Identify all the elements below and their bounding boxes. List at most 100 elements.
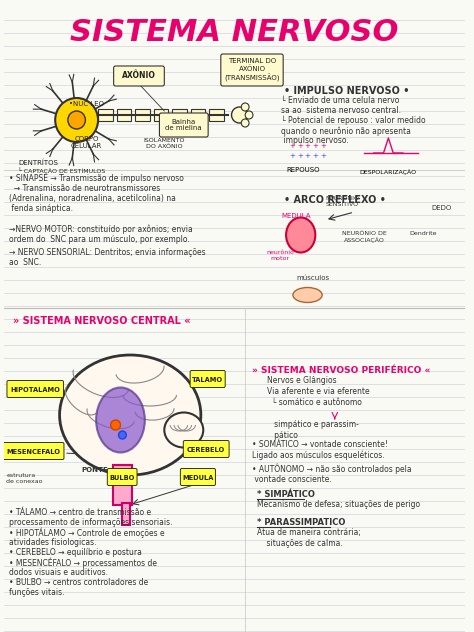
Text: (Adrenalina, noradrenalina, acetilcolina) na: (Adrenalina, noradrenalina, acetilcolina…	[9, 194, 176, 203]
FancyBboxPatch shape	[2, 442, 64, 459]
Text: +: +	[312, 143, 318, 149]
Text: neurônio
motor: neurônio motor	[266, 250, 294, 261]
Text: Atua de maneira contrária;: Atua de maneira contrária;	[257, 528, 361, 537]
Text: • IMPULSO NERVOSO •: • IMPULSO NERVOSO •	[284, 86, 410, 96]
Ellipse shape	[286, 217, 315, 253]
FancyBboxPatch shape	[7, 380, 64, 398]
Text: pático: pático	[266, 431, 298, 440]
Text: +: +	[320, 153, 326, 159]
Text: DEDO: DEDO	[432, 205, 452, 211]
Text: situações de calma.: situações de calma.	[257, 539, 343, 548]
Bar	[117, 109, 131, 121]
Circle shape	[111, 420, 120, 430]
Text: BULBO: BULBO	[109, 475, 135, 481]
Text: NEURÔNIO
SENSITIVO: NEURÔNIO SENSITIVO	[326, 196, 360, 207]
Text: +: +	[305, 153, 310, 159]
Text: +: +	[297, 153, 303, 159]
Text: +: +	[305, 143, 310, 149]
Text: NEURÔNIO DE
ASSOCIAÇÃO: NEURÔNIO DE ASSOCIAÇÃO	[342, 231, 386, 243]
Text: sa ao  sistema nervoso central.: sa ao sistema nervoso central.	[281, 106, 401, 115]
Text: REPOUSO: REPOUSO	[286, 167, 319, 173]
Text: atividades fisiologicas.: atividades fisiologicas.	[9, 538, 97, 547]
Ellipse shape	[96, 387, 145, 453]
Text: Ligado aos músculos esqueléticos.: Ligado aos músculos esqueléticos.	[252, 451, 384, 461]
Circle shape	[245, 111, 253, 119]
FancyBboxPatch shape	[221, 54, 283, 86]
Text: • ARCO REFLEXO •: • ARCO REFLEXO •	[284, 195, 386, 205]
Text: Mecanismo de defesa; situações de perigo: Mecanismo de defesa; situações de perigo	[257, 500, 420, 509]
Text: simpático e parassim-: simpático e parassim-	[266, 420, 358, 429]
Text: HIPOTALAMO: HIPOTALAMO	[10, 387, 60, 393]
Text: Bainha
de mielina: Bainha de mielina	[165, 119, 202, 131]
Circle shape	[118, 431, 126, 439]
Bar	[135, 109, 150, 121]
Text: Via aferente e via eferente: Via aferente e via eferente	[266, 387, 369, 396]
Text: • HIPOTÁLAMO → Controle de emoções e: • HIPOTÁLAMO → Controle de emoções e	[9, 528, 165, 538]
FancyBboxPatch shape	[159, 113, 208, 137]
Text: └ Potencial de repouso : valor medido: └ Potencial de repouso : valor medido	[281, 116, 426, 125]
Ellipse shape	[60, 355, 201, 475]
Text: » SISTEMA NERVOSO PERIFÉRICO «: » SISTEMA NERVOSO PERIFÉRICO «	[252, 366, 430, 375]
Text: MESENCEFALO: MESENCEFALO	[6, 449, 60, 455]
Text: * PARASSIMPATICO: * PARASSIMPATICO	[257, 518, 345, 527]
Text: • CEREBELO → equilíbrio e postura: • CEREBELO → equilíbrio e postura	[9, 548, 142, 557]
Ellipse shape	[293, 288, 322, 303]
Text: TALAMO: TALAMO	[192, 377, 223, 383]
FancyBboxPatch shape	[183, 441, 229, 458]
Text: → Transmissão de neurotransmissores: → Transmissão de neurotransmissores	[9, 184, 161, 193]
FancyBboxPatch shape	[107, 468, 137, 485]
Text: • BULBO → centros controladores de: • BULBO → centros controladores de	[9, 578, 149, 587]
Text: Dendrite: Dendrite	[410, 231, 437, 236]
Text: CEREBELO: CEREBELO	[187, 447, 225, 453]
Text: • MESENCÉFALO → processamentos de: • MESENCÉFALO → processamentos de	[9, 558, 157, 569]
Text: ordem do  SNC para um músculo, por exemplo.: ordem do SNC para um músculo, por exempl…	[9, 235, 190, 244]
Text: vontade consciente.: vontade consciente.	[252, 475, 332, 484]
Text: • SINAPSE → Transmissão de impulso nervoso: • SINAPSE → Transmissão de impulso nervo…	[9, 174, 184, 183]
Text: ao  SNC.: ao SNC.	[9, 258, 42, 267]
FancyBboxPatch shape	[190, 370, 225, 387]
Bar	[122, 503, 130, 525]
Text: Nervos e Glângios: Nervos e Glângios	[266, 376, 336, 385]
Text: impulso nervoso.: impulso nervoso.	[281, 136, 349, 145]
Text: DENTRÍTOS: DENTRÍTOS	[18, 159, 58, 166]
Text: * SIMPÁTICO: * SIMPÁTICO	[257, 490, 315, 499]
Circle shape	[231, 107, 247, 123]
Text: estrutura
de conexao: estrutura de conexao	[7, 473, 43, 484]
Bar	[191, 109, 205, 121]
Circle shape	[241, 103, 249, 111]
Bar	[98, 109, 113, 121]
Text: +: +	[289, 153, 295, 159]
Text: AXÔNIO: AXÔNIO	[122, 71, 156, 80]
Text: fenda sináptica.: fenda sináptica.	[9, 204, 73, 213]
Text: SISTEMA NERVOSO: SISTEMA NERVOSO	[70, 18, 399, 47]
Bar	[154, 109, 168, 121]
Text: +: +	[297, 143, 303, 149]
Text: MEDULA: MEDULA	[281, 213, 311, 219]
Text: • AUTÔNOMO → não são controlados pela: • AUTÔNOMO → não são controlados pela	[252, 464, 411, 475]
Text: └ somático e autônomo: └ somático e autônomo	[266, 398, 362, 407]
Bar	[209, 109, 224, 121]
Text: +: +	[320, 143, 326, 149]
Ellipse shape	[164, 413, 203, 447]
Circle shape	[55, 98, 98, 142]
Circle shape	[241, 119, 249, 127]
Text: └ Enviado de uma celula nervo: └ Enviado de uma celula nervo	[281, 96, 400, 105]
Text: CORPO
CELULAR: CORPO CELULAR	[71, 136, 102, 149]
Bar	[113, 465, 132, 505]
Text: →NERVO MOTOR: constituído por axônios; envia: →NERVO MOTOR: constituído por axônios; e…	[9, 225, 193, 234]
Text: » SISTEMA NERVOSO CENTRAL «: » SISTEMA NERVOSO CENTRAL «	[13, 316, 191, 326]
FancyBboxPatch shape	[114, 66, 164, 86]
Text: funções vitais.: funções vitais.	[9, 588, 65, 597]
Text: └ CAPTAÇÃO DE ESTÍMULOS: └ CAPTAÇÃO DE ESTÍMULOS	[18, 167, 105, 174]
Text: PONTE: PONTE	[82, 467, 108, 473]
Text: MEDULA: MEDULA	[182, 475, 214, 481]
Text: ISOLAMENTO
DO AXÔNIO: ISOLAMENTO DO AXÔNIO	[144, 138, 185, 149]
Text: TERMINAL DO
AXÔNIO
(TRANSMISSÃO): TERMINAL DO AXÔNIO (TRANSMISSÃO)	[224, 58, 280, 82]
Text: DESPOLARIZAÇÃO: DESPOLARIZAÇÃO	[360, 169, 417, 175]
Text: • SOMÁTICO → vontade consciente!: • SOMÁTICO → vontade consciente!	[252, 440, 388, 449]
Circle shape	[68, 111, 85, 129]
Text: dodos visuais e auditivos.: dodos visuais e auditivos.	[9, 568, 109, 577]
FancyBboxPatch shape	[181, 468, 216, 485]
Text: músculos: músculos	[297, 275, 330, 281]
Text: • TÁLAMO → centro de transmissão e: • TÁLAMO → centro de transmissão e	[9, 508, 152, 517]
